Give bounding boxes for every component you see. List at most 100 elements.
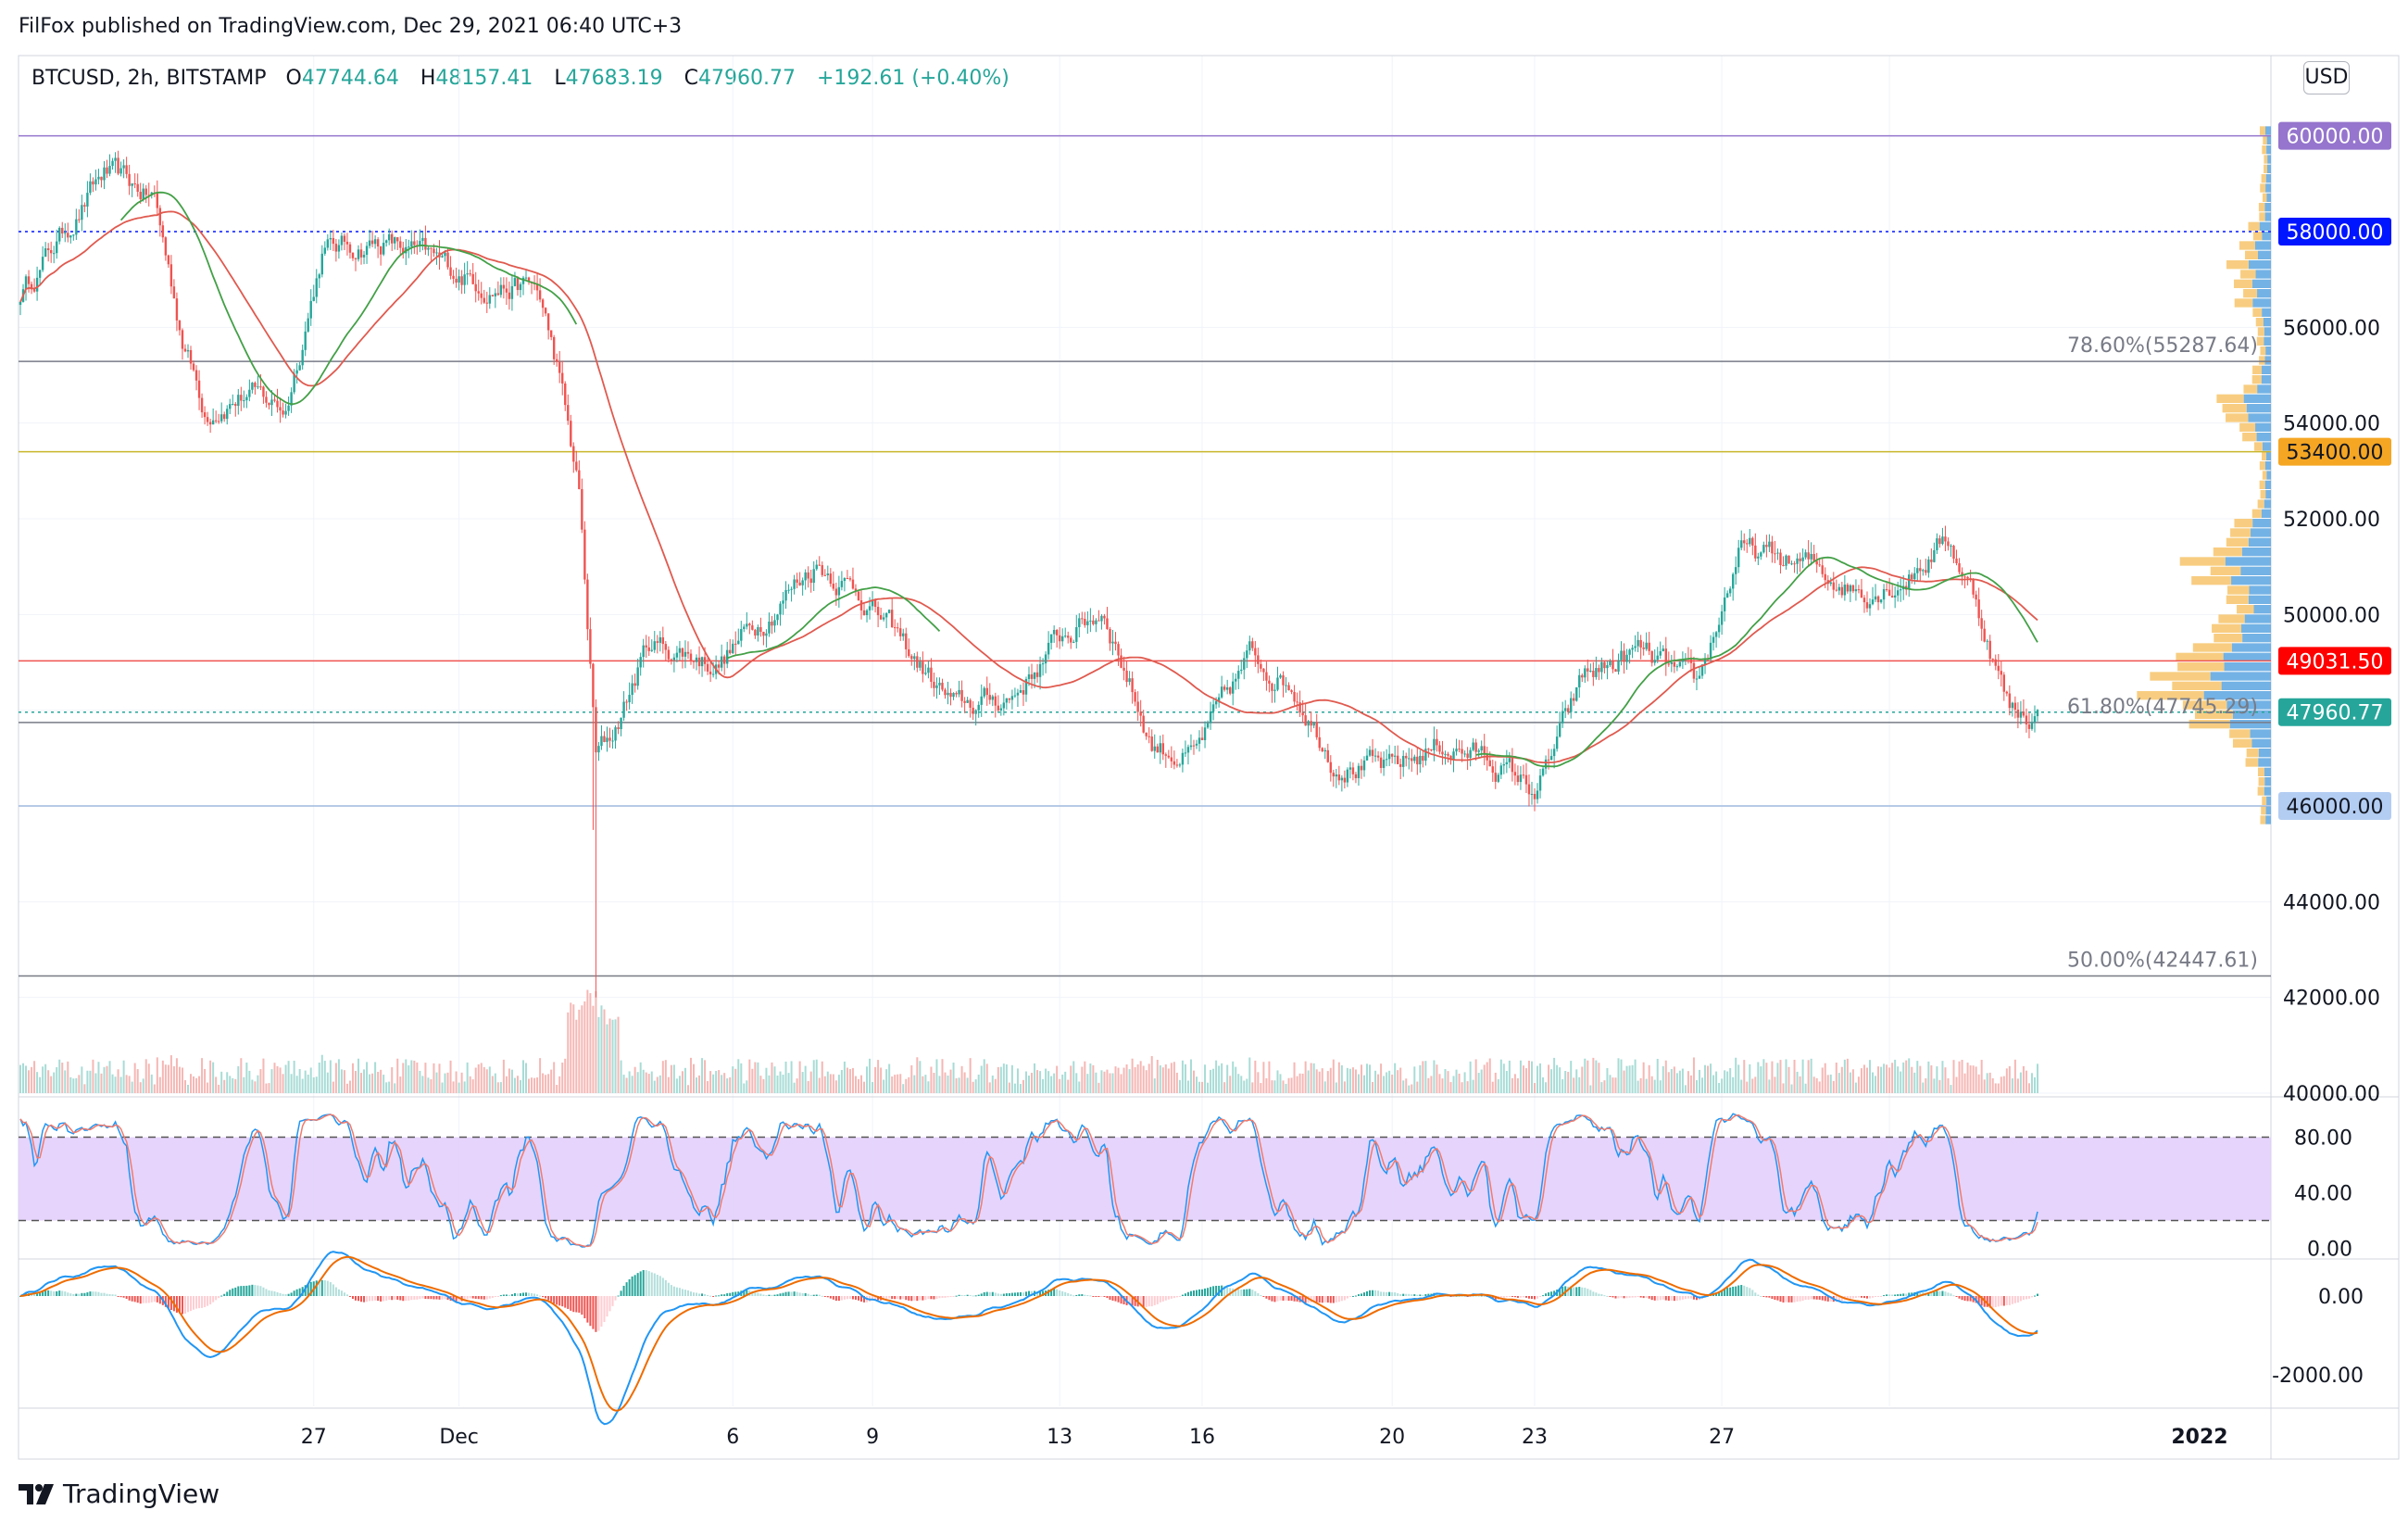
- macd-histogram-bar: [183, 1296, 186, 1314]
- macd-histogram-bar: [597, 1296, 600, 1331]
- macd-histogram-bar: [1248, 1289, 1251, 1296]
- volume-bar: [874, 1066, 877, 1093]
- volume-bar: [1536, 1065, 1539, 1093]
- volume-bar: [664, 1060, 667, 1093]
- candle-body: [158, 208, 162, 226]
- candle-body: [837, 586, 841, 596]
- volume-bar: [405, 1059, 408, 1093]
- volume-bar: [164, 1064, 167, 1093]
- volume-profile-down: [2258, 758, 2271, 767]
- macd-histogram-bar: [793, 1291, 796, 1296]
- volume-bar: [1925, 1078, 1927, 1093]
- candle-body: [1480, 746, 1483, 751]
- candle-body: [1670, 661, 1674, 664]
- macd-histogram-bar: [1405, 1293, 1408, 1296]
- candle-body: [851, 579, 855, 589]
- candle-body: [787, 589, 790, 591]
- candle-body: [251, 383, 254, 390]
- candle-body: [1728, 588, 1732, 594]
- macd-histogram-bar: [97, 1291, 100, 1296]
- macd-histogram-bar: [232, 1288, 234, 1296]
- macd-histogram-bar: [1938, 1290, 1941, 1296]
- candle-body: [631, 683, 633, 696]
- candle-body: [172, 286, 176, 299]
- candle-body: [245, 396, 248, 401]
- macd-histogram-bar: [1614, 1296, 1617, 1299]
- volume-bar: [1360, 1064, 1362, 1093]
- candle-body: [1217, 697, 1221, 701]
- time-axis-tick: 13: [1047, 1426, 1072, 1449]
- volume-bar: [254, 1081, 257, 1093]
- macd-histogram-bar: [712, 1296, 715, 1297]
- macd-histogram-bar: [1081, 1294, 1084, 1296]
- candle-body: [793, 579, 796, 589]
- macd-histogram-bar: [1527, 1296, 1530, 1299]
- volume-bar: [1872, 1072, 1875, 1093]
- candle-body: [1519, 774, 1523, 783]
- macd-histogram-bar: [315, 1280, 318, 1296]
- volume-bar: [1391, 1075, 1394, 1093]
- volume-bar: [737, 1059, 740, 1093]
- macd-histogram-bar: [175, 1296, 178, 1313]
- macd-histogram-bar: [1273, 1296, 1276, 1303]
- macd-histogram-bar: [807, 1293, 809, 1296]
- volume-profile-up: [2260, 126, 2266, 135]
- macd-histogram-bar: [491, 1296, 494, 1298]
- candle-body: [1033, 672, 1036, 679]
- macd-histogram-bar: [1380, 1291, 1383, 1296]
- horizontal-levels[interactable]: 78.60%(55287.64)61.80%(47745.29)50.00%(4…: [19, 134, 2271, 977]
- volume-bar: [531, 1077, 533, 1093]
- candle-body: [1095, 620, 1097, 624]
- macd-histogram-bar: [927, 1296, 930, 1300]
- volume-bar: [1315, 1069, 1318, 1093]
- volume-bar: [161, 1060, 164, 1093]
- candle-body: [1117, 644, 1120, 656]
- volume-bar: [22, 1063, 25, 1093]
- candle-body: [1911, 574, 1913, 580]
- currency-button[interactable]: USD: [2303, 61, 2350, 94]
- volume-bar: [653, 1080, 656, 1093]
- volume-bar: [1542, 1076, 1545, 1093]
- candle-body: [1801, 557, 1804, 561]
- candle-body: [1419, 755, 1422, 765]
- candle-body: [1089, 620, 1092, 622]
- candle-body: [1365, 755, 1369, 761]
- macd-histogram-bar: [156, 1296, 158, 1303]
- macd-histogram-bar: [1969, 1296, 1972, 1302]
- volume-bar: [438, 1064, 441, 1093]
- volume-bar: [1150, 1056, 1153, 1093]
- candle-body: [1947, 541, 1950, 547]
- candle-body: [343, 235, 346, 242]
- volume-bar: [1131, 1058, 1134, 1093]
- volume-bar: [1114, 1066, 1117, 1093]
- candle-body: [46, 248, 50, 250]
- macd-histogram-bar: [1905, 1293, 1908, 1296]
- volume-bar: [1109, 1073, 1111, 1093]
- symbol-name[interactable]: BTCUSD, 2h, BITSTAMP: [31, 67, 267, 90]
- volume-profile-up: [2191, 576, 2232, 585]
- macd-histogram-bar: [215, 1296, 218, 1301]
- volume-bar: [740, 1063, 743, 1093]
- tradingview-brand[interactable]: TradingView: [19, 1479, 219, 1509]
- volume-bar: [1732, 1076, 1735, 1093]
- volume-bar: [1419, 1064, 1422, 1093]
- candle-body: [1376, 755, 1380, 758]
- volume-profile-up: [2218, 614, 2245, 623]
- macd-histogram-bar: [545, 1296, 547, 1299]
- macd-histogram-bar: [218, 1296, 220, 1299]
- candle-body: [1614, 669, 1617, 673]
- candle-body: [1013, 695, 1017, 697]
- macd-histogram-bar: [1849, 1296, 1851, 1299]
- volume-bar: [1972, 1065, 1975, 1093]
- volume-profile-down: [2266, 145, 2271, 155]
- candle-body: [947, 692, 949, 696]
- volume-bar: [913, 1075, 916, 1093]
- volume-bar: [1930, 1065, 1933, 1093]
- volume-profile-up: [2251, 509, 2262, 518]
- macd-histogram-bar: [1944, 1291, 1947, 1296]
- volume-bar: [28, 1070, 31, 1093]
- volume-bar: [1221, 1063, 1223, 1093]
- macd-histogram-bar: [798, 1292, 801, 1296]
- macd-histogram-bar: [570, 1296, 572, 1311]
